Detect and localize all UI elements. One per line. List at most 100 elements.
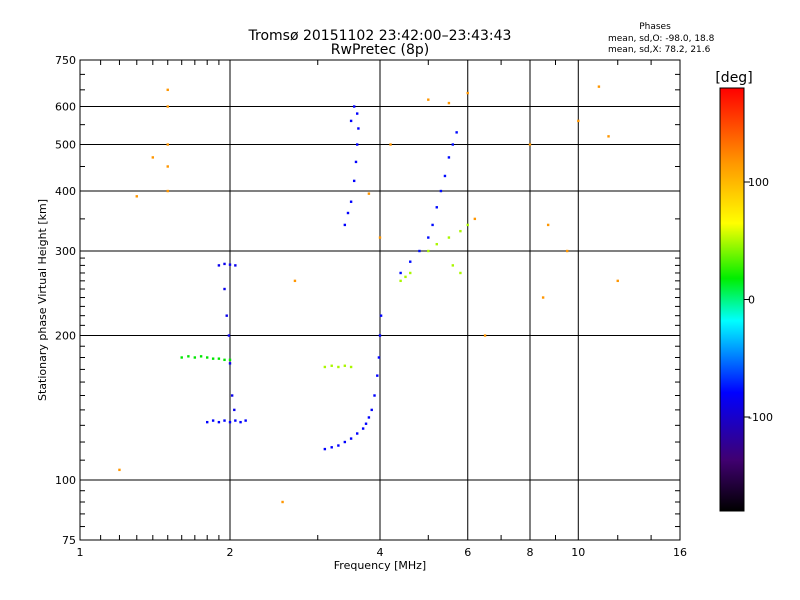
echo-point [427,249,430,253]
echo-point [349,200,353,203]
plot-frame [79,59,681,541]
x-tick-label: 6 [464,546,471,559]
echo-point [435,242,438,246]
echo-point [193,356,197,359]
echo-point [244,419,247,422]
echo-point [427,98,430,101]
echo-point [239,420,242,424]
echo-point [541,296,545,299]
echo-point [377,356,381,359]
echo-point [234,419,237,422]
echo-point [228,263,232,266]
echo-point [355,112,359,115]
echo-point [354,160,358,164]
y-axis-label: Stationary phase Virtual Height [km] [36,199,49,401]
chart-subtitle: RwPretec (8p) [330,42,430,58]
echo-point [230,394,234,397]
echo-point [234,264,237,267]
echo-point [370,408,373,412]
echo-point [293,279,297,283]
echo-point [447,236,451,239]
echo-point [435,206,438,209]
echo-point [399,271,402,275]
y-tick-label: 300 [55,245,76,258]
x-tick-label: 1 [77,546,84,559]
echo-point [352,179,356,183]
echo-point [217,264,221,267]
echo-point [404,275,407,279]
echo-point [443,174,447,178]
y-tick-label: 400 [55,185,76,198]
echo-point [349,365,353,369]
echo-point [211,357,215,360]
y-tick-label: 750 [55,54,76,67]
echo-point [459,271,462,275]
echo-point [466,223,469,227]
echo-point [151,156,155,159]
echo-point [166,189,169,193]
echo-point [135,195,138,198]
echo-point [225,314,228,317]
echo-point [223,358,226,362]
echo-point [180,356,183,359]
echo-point [483,334,487,337]
x-tick-label: 2 [227,546,234,559]
echo-point [373,394,376,397]
echo-point [223,287,226,291]
chart-title: Tromsø 20151102 23:42:00–23:43:43 [248,28,512,44]
echo-point [223,419,226,422]
echo-point [355,143,359,146]
echo-point [217,420,221,424]
echo-point [166,165,169,168]
echo-point [367,416,371,419]
echo-point [376,374,379,377]
echo-point [459,229,462,233]
x-tick-label: 4 [377,546,384,559]
echo-point [451,143,455,146]
echo-point [431,223,434,227]
echo-point [447,101,451,105]
echo-point [343,223,347,227]
echo-point [199,355,203,358]
echo-point [378,236,382,239]
echo-point [166,105,169,108]
echo-point [118,468,121,472]
echo-point [447,156,451,159]
echo-point [607,135,610,138]
grid [80,60,680,540]
axes: 1 2 4 6 8 10 16 75 100 200 300 400 500 600 750 [55,54,687,559]
echo-point [451,264,455,267]
echo-point [379,314,383,317]
x-tick-label: 16 [673,546,687,559]
echo-point [228,358,232,362]
echo-point [346,211,350,215]
echo-point [166,143,169,146]
echo-point [349,437,353,440]
echo-point [616,279,619,283]
echo-point [205,420,209,424]
echo-point [361,427,365,430]
data-points [118,85,619,504]
echo-point [466,91,469,95]
echo-point [343,440,347,444]
echo-point [349,119,353,123]
echo-point [228,420,232,424]
echo-point [565,249,569,253]
y-tick-label: 100 [55,474,76,487]
echo-point [343,364,347,367]
echo-point [227,334,231,337]
echo-point [323,365,327,369]
echo-point [187,355,190,358]
echo-point [228,362,232,365]
echo-point [439,189,443,193]
echo-point [418,249,421,253]
echo-point [455,131,458,134]
echo-point [233,408,236,412]
echo-point [409,260,412,263]
echo-point [337,444,340,447]
echo-point [323,447,327,451]
echo-point [337,365,340,369]
y-tick-label: 500 [55,139,76,152]
phases-heading: Phases [639,22,671,32]
